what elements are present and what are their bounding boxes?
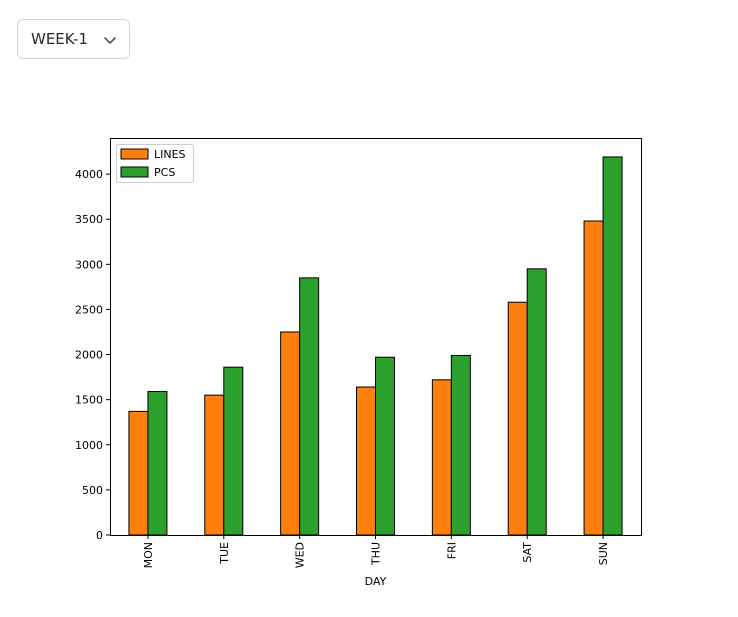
bar-lines-sat (507, 301, 528, 536)
chevron-down-icon (104, 37, 116, 44)
y-tick-label: 3500 (75, 213, 103, 226)
week-select-dropdown[interactable]: WEEK-1 (17, 19, 130, 59)
bar-lines-tue (204, 394, 225, 536)
legend: LINES PCS (116, 144, 194, 183)
x-tick-label: SAT (521, 542, 534, 563)
legend-swatch-pcs (120, 166, 149, 178)
y-tick-label: 0 (96, 529, 103, 542)
week-select-value: WEEK-1 (31, 30, 89, 48)
x-tick-label: WED (294, 542, 307, 568)
legend-label-pcs: PCS (154, 166, 175, 179)
legend-swatch-lines (120, 148, 149, 160)
y-tick-label: 1000 (75, 439, 103, 452)
x-tick-label: MON (142, 542, 155, 568)
x-tick-label: TUE (218, 542, 231, 565)
bar-lines-sun (583, 220, 604, 536)
bar-pcs-sun (602, 156, 623, 536)
x-axis: MON TUE WED THU FRI SAT SUN (142, 535, 610, 568)
bar-pcs-fri (450, 354, 471, 536)
bar-pcs-mon (147, 391, 168, 536)
y-tick-label: 2000 (75, 349, 103, 362)
bar-pcs-thu (375, 356, 395, 536)
y-axis: 0 500 1000 1500 2000 2500 3000 3500 4000 (75, 168, 110, 542)
x-axis-label: DAY (365, 575, 387, 588)
bar-lines-fri (431, 379, 452, 536)
x-tick-label: SUN (597, 542, 610, 565)
bar-lines-mon (128, 410, 149, 536)
bar-pcs-tue (223, 366, 244, 536)
y-tick-label: 1500 (75, 394, 103, 407)
bars-group (128, 156, 623, 536)
plot-frame (110, 138, 642, 536)
bar-lines-wed (280, 331, 301, 536)
x-tick-label: THU (370, 542, 383, 566)
y-tick-label: 3000 (75, 258, 103, 271)
legend-label-lines: LINES (154, 148, 186, 161)
x-tick-label: FRI (445, 542, 458, 559)
y-tick-label: 4000 (75, 168, 103, 181)
y-tick-label: 500 (82, 484, 103, 497)
y-tick-label: 2500 (75, 303, 103, 316)
bar-lines-thu (356, 386, 376, 536)
bar-pcs-sat (526, 268, 547, 536)
bar-pcs-wed (299, 277, 320, 536)
